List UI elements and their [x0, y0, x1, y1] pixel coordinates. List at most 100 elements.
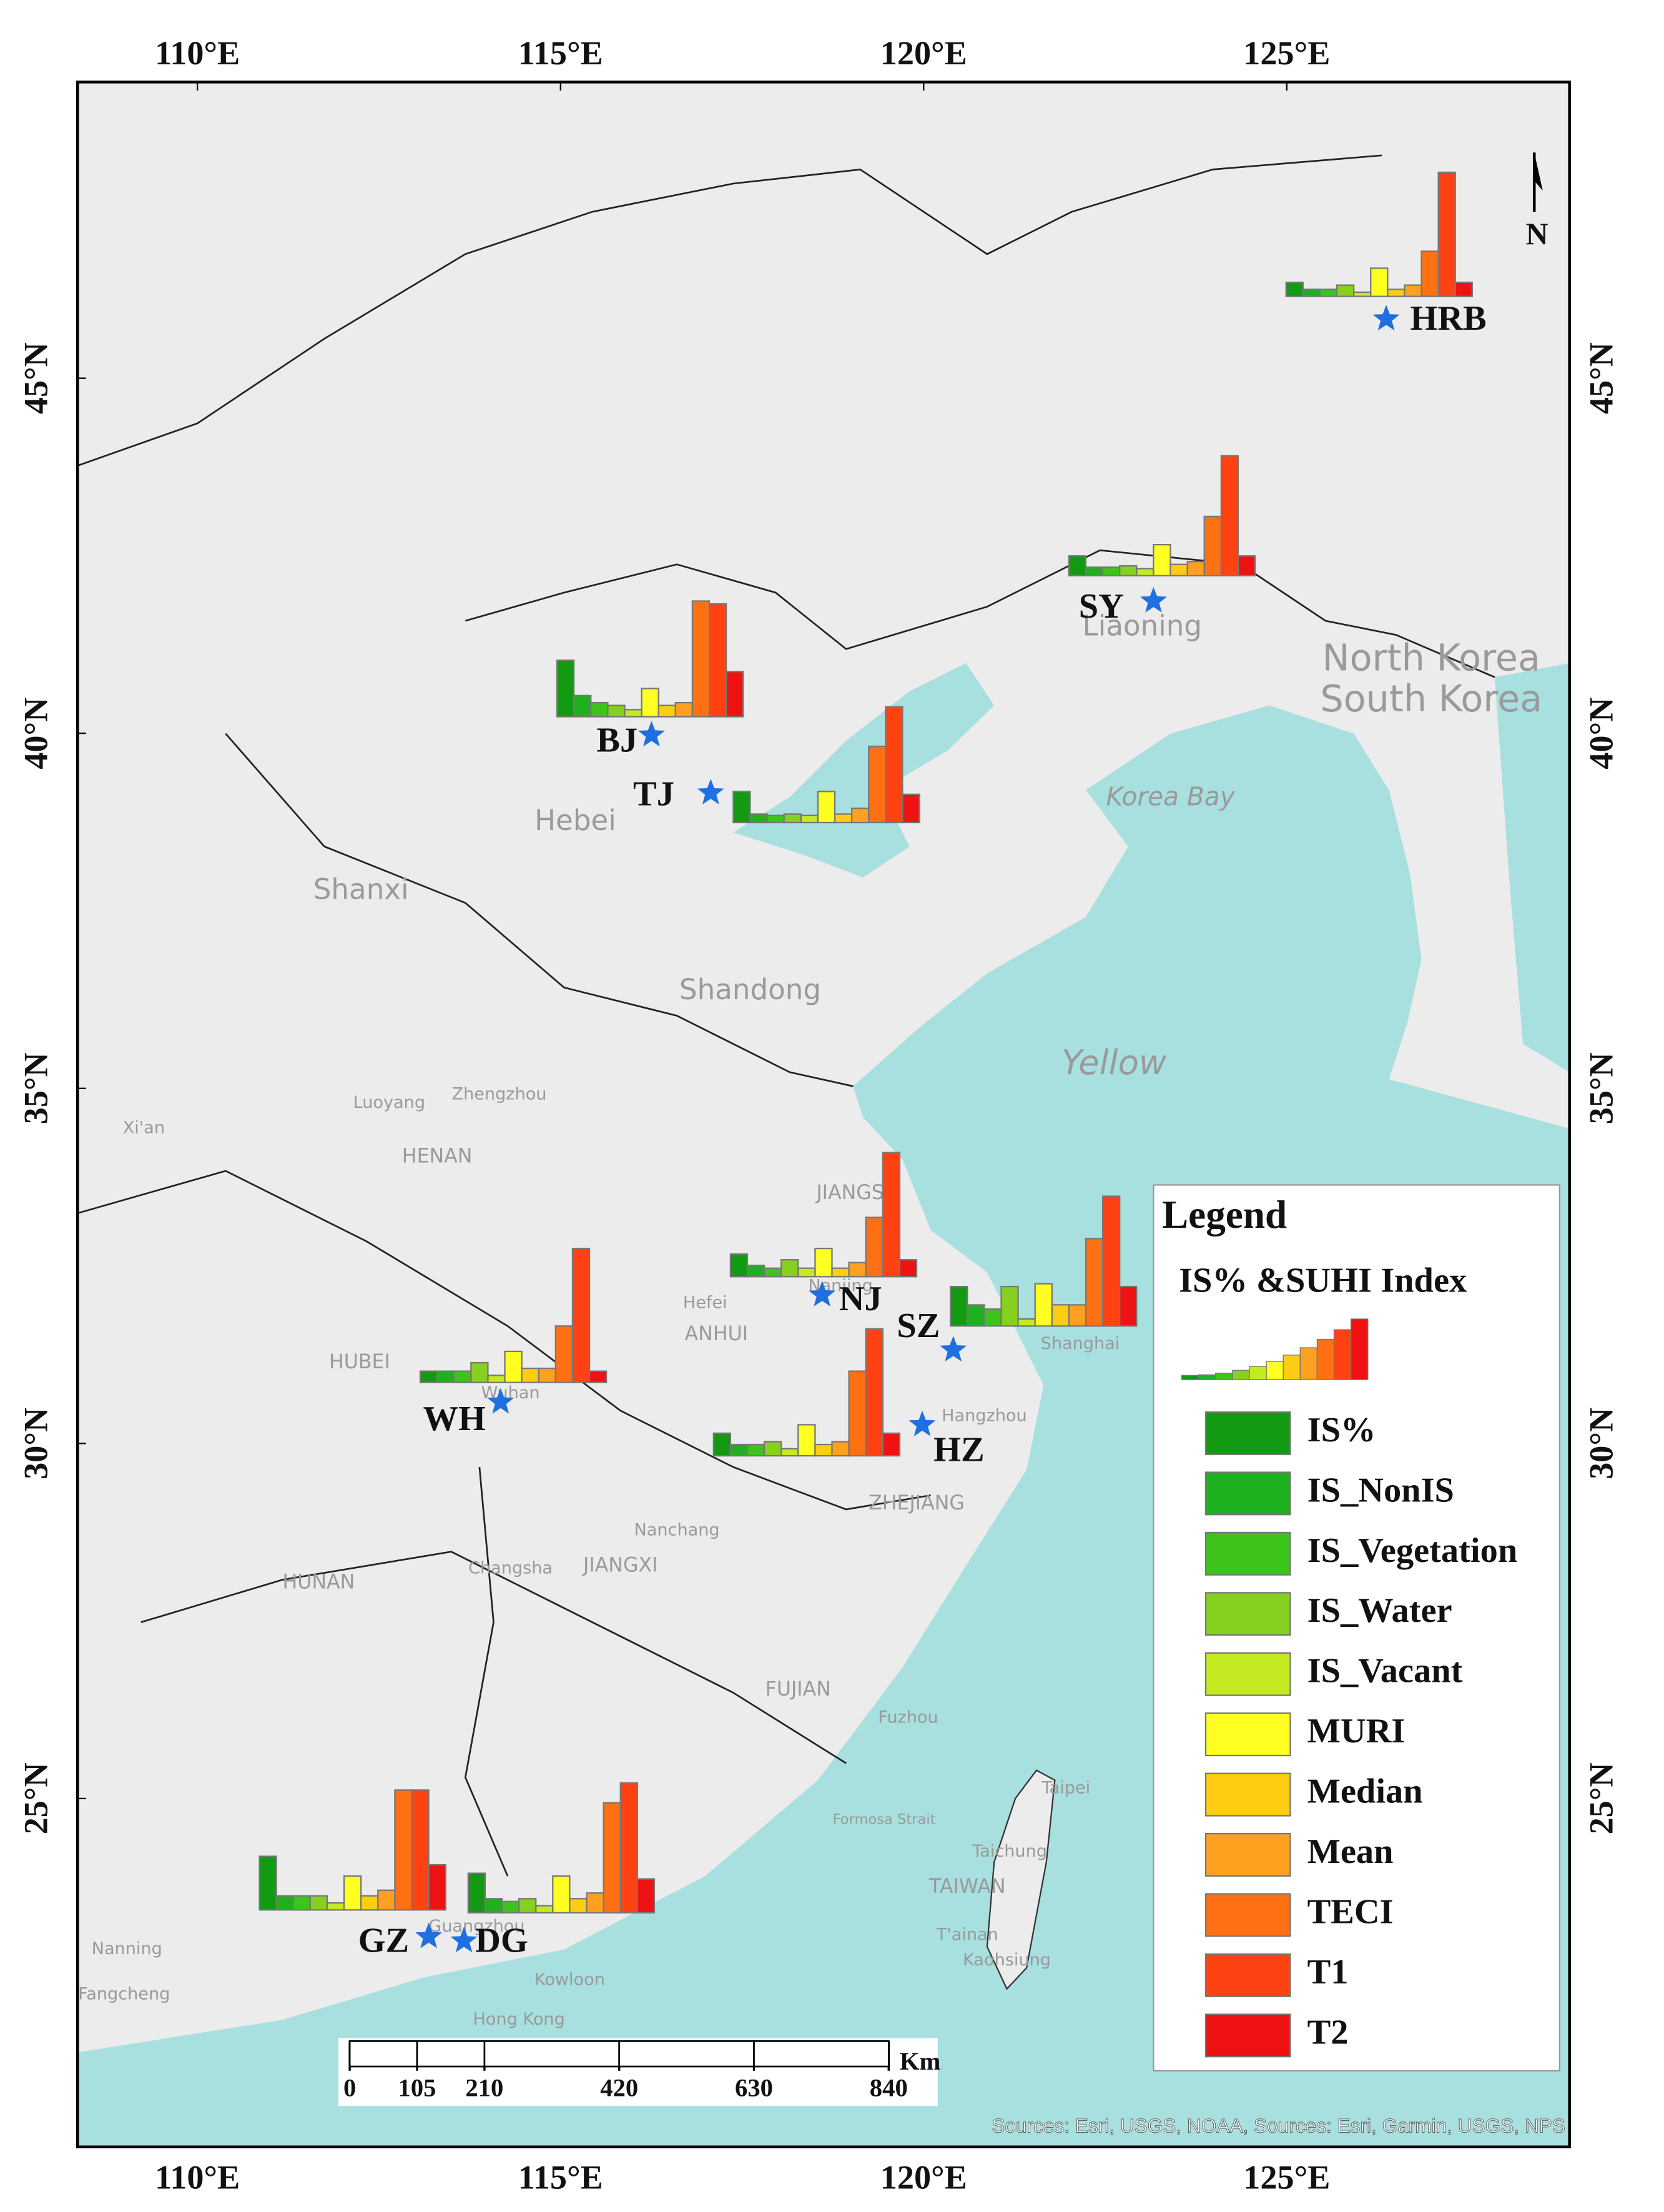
boundary-lines [225, 733, 854, 1087]
index-bar [1353, 291, 1372, 297]
index-bar [831, 1441, 850, 1457]
place-label: Shanghai [1041, 1334, 1120, 1353]
scale-label: 105 [398, 2074, 436, 2102]
lat-tick-label: 40°N [17, 698, 55, 769]
index-bar [394, 1789, 413, 1911]
place-label: South Korea [1320, 677, 1542, 720]
place-label: HUBEI [329, 1351, 390, 1373]
index-bar [882, 1432, 901, 1457]
city-label: HRB [1410, 299, 1486, 338]
legend-swatch [1204, 2013, 1291, 2058]
index-bar [1387, 289, 1406, 297]
legend-subtitle: IS% &SUHI Index [1179, 1262, 1467, 1300]
bohai-sea [733, 663, 995, 878]
index-bar [428, 1864, 446, 1911]
index-bar [484, 1898, 503, 1913]
index-bar [641, 688, 659, 718]
index-bar [538, 1367, 556, 1383]
scale-label: 630 [735, 2074, 773, 2102]
place-label: Nanchang [634, 1520, 720, 1539]
index-bar [419, 1370, 438, 1383]
index-bar [1420, 250, 1439, 297]
lat-tick-label: 45°N [1583, 342, 1620, 414]
place-label: Kaohsiung [963, 1950, 1051, 1970]
place-label: Shanxi [313, 873, 409, 906]
legend-index-icon [1333, 1329, 1352, 1380]
legend-index-icon [1232, 1370, 1250, 1380]
index-bar [1169, 563, 1188, 576]
index-bar [766, 814, 785, 824]
scale-label: 0 [343, 2074, 356, 2102]
index-bar [797, 1267, 816, 1278]
index-bar [588, 1370, 608, 1383]
legend-swatch [1204, 1592, 1291, 1636]
city-star [638, 721, 665, 747]
place-label: HENAN [402, 1145, 473, 1167]
legend-index-icon [1249, 1366, 1267, 1380]
north-label: N [1526, 217, 1548, 251]
place-label: ANHUI [685, 1323, 749, 1345]
legend-title: Legend [1162, 1193, 1287, 1237]
city-star [1372, 305, 1400, 331]
place-label: Changsha [468, 1558, 553, 1578]
legend-swatch [1204, 1712, 1291, 1757]
index-bar [882, 1152, 901, 1278]
index-bar [292, 1895, 311, 1911]
lat-tick-label: 45°N [17, 342, 55, 414]
lon-tick-label: 110°E [155, 34, 240, 72]
boundary-lines [140, 1551, 847, 1764]
place-label: Zhengzhou [452, 1084, 547, 1104]
place-label: Hong Kong [473, 2010, 564, 2029]
place-label: Formosa Strait [833, 1811, 936, 1827]
index-bar [586, 1892, 604, 1913]
index-bar [521, 1367, 539, 1383]
index-bar [467, 1872, 486, 1913]
legend-label: T2 [1307, 2013, 1349, 2052]
index-bar [814, 1443, 833, 1457]
index-bar [411, 1789, 430, 1911]
index-bar [848, 1262, 867, 1278]
index-bar [749, 813, 768, 824]
city-star [1140, 586, 1167, 613]
lat-tick-label: 35°N [17, 1052, 55, 1124]
index-bar [1203, 515, 1222, 576]
index-bar [1119, 565, 1138, 576]
index-bar [518, 1898, 537, 1913]
index-bar [712, 1432, 732, 1457]
legend-index-icon [1282, 1355, 1301, 1380]
index-bar [1319, 289, 1338, 297]
city-label: NJ [839, 1280, 882, 1318]
index-bar [554, 1325, 574, 1383]
place-label: Liaoning [1083, 609, 1202, 642]
index-bar [691, 600, 711, 718]
index-bar [780, 1448, 799, 1457]
lon-tick-label: 120°E [880, 2158, 967, 2196]
index-bar [636, 1878, 656, 1913]
legend-swatch [1204, 1531, 1291, 1576]
place-label: Kowloon [534, 1970, 605, 1990]
index-bar [436, 1370, 455, 1383]
scale-segment [618, 2040, 755, 2068]
lon-tick-label: 125°E [1243, 34, 1330, 72]
scale-segment [483, 2040, 621, 2068]
index-bar [865, 1217, 884, 1278]
index-bar [732, 791, 751, 824]
lon-tick-label: 115°E [518, 2158, 603, 2196]
index-bar [848, 1370, 867, 1457]
legend-label: Mean [1307, 1832, 1394, 1871]
index-bar [326, 1902, 345, 1911]
index-bar [1017, 1318, 1036, 1327]
scale-label: 210 [465, 2074, 503, 2102]
index-bar [1302, 289, 1321, 297]
place-label: FUJIAN [766, 1678, 831, 1701]
index-bar [1000, 1285, 1019, 1327]
lat-tick-label: 35°N [1583, 1052, 1620, 1124]
lat-tick-label: 30°N [1583, 1408, 1620, 1479]
index-bar [780, 1259, 799, 1278]
legend-label: IS% [1307, 1411, 1376, 1449]
legend-index-icon [1299, 1347, 1318, 1380]
index-bar [569, 1898, 588, 1913]
legend-swatch [1204, 1893, 1291, 1937]
